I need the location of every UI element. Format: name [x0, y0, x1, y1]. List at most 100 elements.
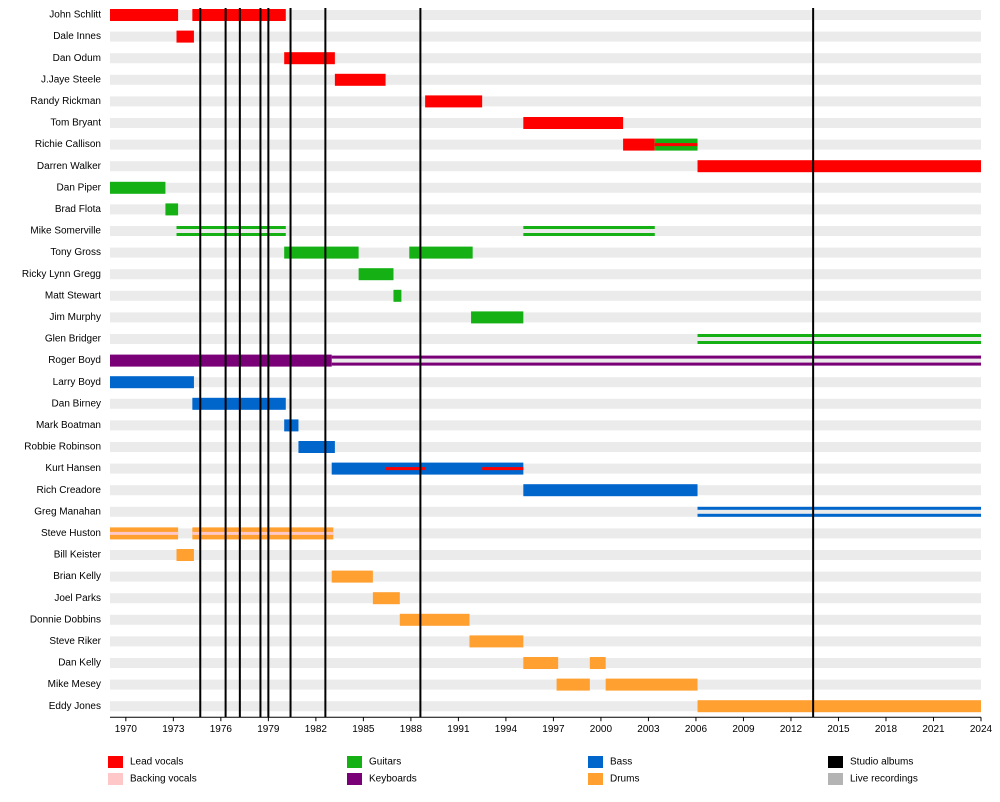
member-span — [358, 268, 394, 281]
member-span — [697, 160, 981, 173]
member-span — [284, 246, 359, 259]
member-span — [471, 311, 524, 324]
x-tick-label: 2015 — [827, 724, 850, 735]
member-name: Bill Keister — [54, 550, 102, 561]
member-name: Darren Walker — [37, 161, 102, 172]
x-tick-label: 1979 — [257, 724, 280, 735]
member-span — [393, 289, 402, 302]
member-span — [176, 549, 194, 561]
member-name: Dan Kelly — [58, 658, 101, 669]
member-span — [110, 531, 179, 535]
x-tick-label: 2021 — [922, 724, 945, 735]
legend-label: Bass — [610, 757, 632, 768]
legend-label: Drums — [610, 774, 639, 785]
row-band — [110, 355, 981, 366]
legend-label: Guitars — [369, 757, 401, 768]
row-band — [110, 290, 981, 301]
x-tick-label: 1988 — [400, 724, 423, 735]
member-name: Joel Parks — [54, 593, 101, 604]
member-span — [110, 181, 166, 194]
row-band — [110, 571, 981, 582]
row-band — [110, 139, 981, 150]
row-band — [110, 636, 981, 647]
member-span — [110, 376, 194, 389]
member-name: Dan Odum — [53, 53, 101, 64]
member-span — [192, 531, 334, 535]
x-tick-label: 2012 — [780, 724, 803, 735]
member-span — [385, 467, 426, 471]
member-name: Roger Boyd — [48, 355, 101, 366]
member-span — [523, 226, 655, 236]
row-band — [110, 204, 981, 215]
member-name: Dan Birney — [52, 398, 101, 409]
row-band — [110, 247, 981, 258]
legend-label: Keyboards — [369, 774, 417, 785]
x-tick-label: 2009 — [732, 724, 755, 735]
x-tick-label: 1994 — [495, 724, 518, 735]
member-name: Richie Callison — [35, 139, 101, 150]
legend-swatch — [108, 773, 123, 785]
member-span — [556, 678, 590, 691]
x-tick-label: 2018 — [875, 724, 898, 735]
member-span — [523, 657, 559, 669]
x-tick-label: 2000 — [590, 724, 613, 735]
row-band — [110, 334, 981, 344]
row-band — [110, 463, 981, 474]
member-name: Brian Kelly — [53, 571, 101, 582]
member-name: Donnie Dobbins — [30, 614, 101, 625]
span-stripe — [331, 362, 981, 366]
row-band — [110, 614, 981, 625]
row-band — [110, 53, 981, 64]
member-span — [399, 613, 470, 626]
legend-swatch — [828, 773, 843, 785]
member-span — [697, 506, 981, 517]
member-name: Dale Innes — [53, 31, 101, 42]
span-stripe — [176, 226, 286, 229]
legend-label: Lead vocals — [130, 757, 183, 768]
row-band — [110, 528, 981, 539]
x-tick-label: 1973 — [162, 724, 185, 735]
row-band — [110, 593, 981, 604]
member-name: Glen Bridger — [45, 334, 102, 345]
member-name: Tony Gross — [50, 247, 101, 258]
member-span — [523, 484, 698, 497]
legend-swatch — [828, 756, 843, 768]
member-name: Tom Bryant — [50, 118, 101, 129]
member-name: Mark Boatman — [36, 420, 101, 431]
member-name: Dan Piper — [57, 182, 102, 193]
member-name: Brad Flota — [55, 204, 102, 215]
x-tick-label: 1997 — [542, 724, 565, 735]
legend-swatch — [588, 756, 603, 768]
row-band — [110, 226, 981, 236]
member-name: Ricky Lynn Gregg — [22, 269, 101, 280]
row-band — [110, 96, 981, 107]
span-stripe — [523, 226, 655, 229]
member-span — [469, 635, 524, 648]
span-stripe — [523, 233, 655, 236]
x-tick-label: 1976 — [210, 724, 233, 735]
member-name: Mike Somerville — [30, 226, 101, 237]
member-name: Robbie Robinson — [24, 442, 101, 453]
row-band — [110, 506, 981, 517]
x-tick-label: 2006 — [685, 724, 708, 735]
member-name: Larry Boyd — [53, 377, 101, 388]
member-span — [589, 657, 606, 669]
legend-label: Studio albums — [850, 757, 913, 768]
member-name: Matt Stewart — [45, 290, 101, 301]
span-stripe — [697, 506, 981, 510]
member-name: Steve Huston — [41, 528, 101, 539]
member-name: Kurt Hansen — [45, 463, 101, 474]
member-span — [176, 226, 286, 236]
row-band — [110, 398, 981, 409]
row-band — [110, 679, 981, 690]
member-span — [298, 441, 335, 453]
span-stripe — [176, 233, 286, 236]
member-span — [331, 570, 373, 583]
legend-label: Backing vocals — [130, 774, 197, 785]
member-span — [605, 678, 698, 691]
member-name: Steve Riker — [49, 636, 101, 647]
member-name: Eddy Jones — [49, 701, 101, 712]
legend-swatch — [588, 773, 603, 785]
